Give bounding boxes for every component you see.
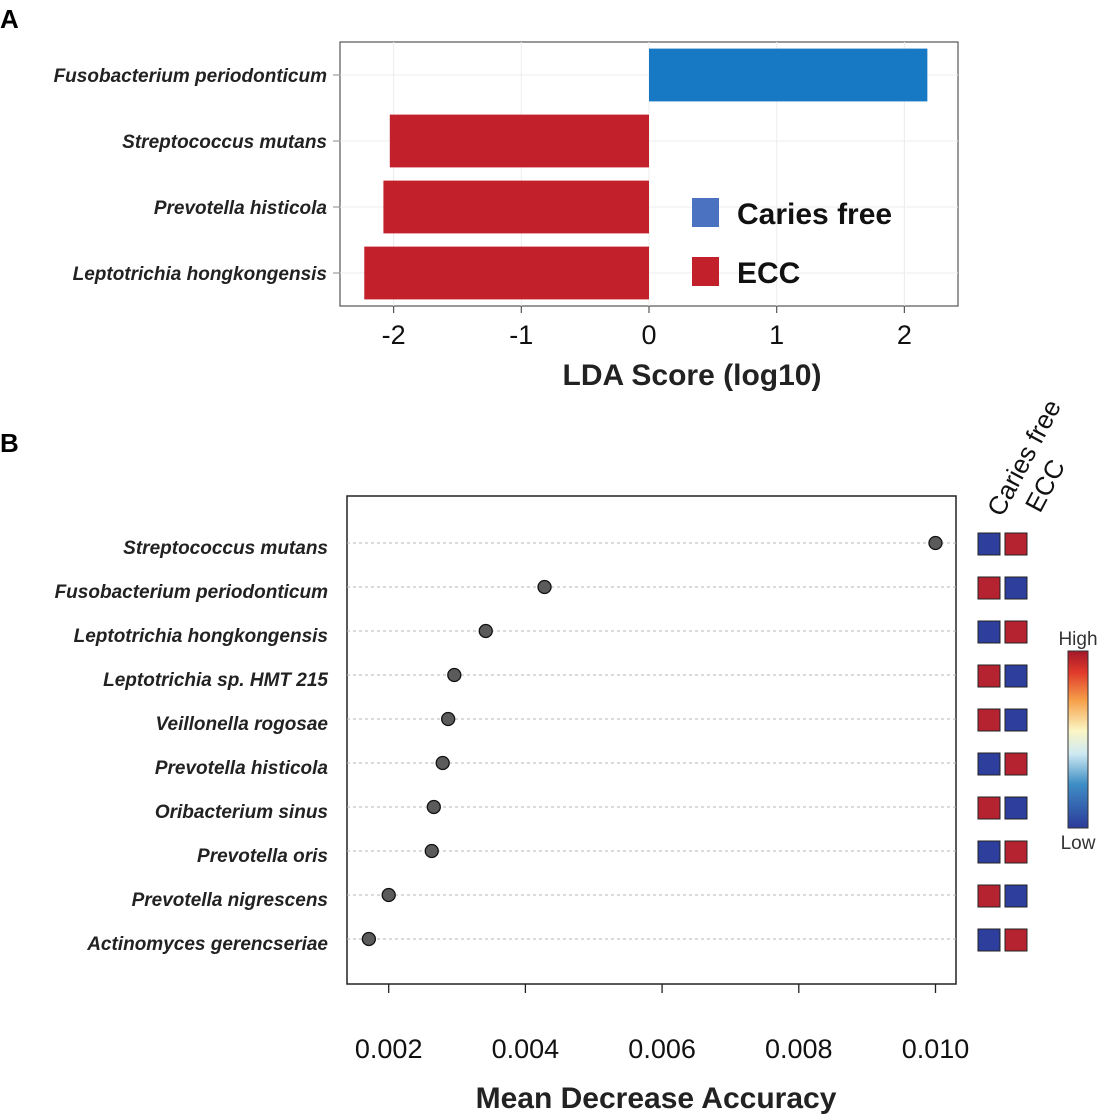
heatmap-cell-fusobacterium-periodonticum-ecc bbox=[1004, 576, 1028, 600]
panel-a-x-tick-label: 0 bbox=[641, 320, 656, 350]
panel-b-label: B bbox=[0, 428, 19, 458]
lda-bar-streptococcus-mutans bbox=[389, 114, 649, 168]
importance-point-prevotella-oris bbox=[424, 843, 439, 859]
panel-b-label-prevotella-oris: Prevotella oris bbox=[197, 846, 328, 867]
lda-bar-prevotella-histicola bbox=[383, 180, 649, 234]
heatmap-cell-prevotella-histicola-caries-free bbox=[977, 752, 1001, 776]
heatmap-cell-oribacterium-sinus-ecc bbox=[1004, 796, 1028, 820]
panel-b-label-streptococcus-mutans: Streptococcus mutans bbox=[123, 538, 328, 559]
heatmap-cell-leptotrichia-sp-hmt-215-caries-free bbox=[977, 664, 1001, 688]
panel-a-label-leptotrichia-hongkongensis: Leptotrichia hongkongensis bbox=[73, 264, 327, 285]
importance-point-leptotrichia-sp-hmt-215 bbox=[447, 667, 462, 683]
importance-point-streptococcus-mutans bbox=[928, 535, 943, 551]
lda-bar-fusobacterium-periodonticum bbox=[649, 48, 928, 102]
heatmap-cell-prevotella-oris-ecc bbox=[1004, 840, 1028, 864]
heatmap-cell-streptococcus-mutans-ecc bbox=[1004, 532, 1028, 556]
panel-b-x-tick-label: 0.002 bbox=[355, 1034, 423, 1064]
colorbar-low-label: Low bbox=[1061, 833, 1096, 854]
legend-swatch-ecc bbox=[692, 257, 719, 286]
panel-b-label-oribacterium-sinus: Oribacterium sinus bbox=[155, 802, 328, 823]
panel-a-x-tick-label: 1 bbox=[769, 320, 784, 350]
panel-b-x-axis-title: Mean Decrease Accuracy bbox=[476, 1082, 837, 1115]
heatmap-cell-leptotrichia-hongkongensis-caries-free bbox=[977, 620, 1001, 644]
panel-b-label-leptotrichia-hongkongensis: Leptotrichia hongkongensis bbox=[74, 626, 328, 647]
importance-point-fusobacterium-periodonticum bbox=[537, 579, 552, 595]
panel-b-category-labels: Streptococcus mutans Fusobacterium period… bbox=[55, 538, 329, 955]
panel-b-heatmap bbox=[977, 532, 1028, 952]
panel-b-label-leptotrichia-sp-hmt-215: Leptotrichia sp. HMT 215 bbox=[103, 670, 328, 691]
panel-b-label-veillonella-rogosae: Veillonella rogosae bbox=[156, 714, 329, 735]
importance-point-prevotella-nigrescens bbox=[381, 887, 396, 903]
heatmap-cell-fusobacterium-periodonticum-caries-free bbox=[977, 576, 1001, 600]
heatmap-cell-actinomyces-gerencseriae-caries-free bbox=[977, 928, 1001, 952]
importance-point-actinomyces-gerencseriae bbox=[361, 931, 377, 947]
heatmap-cell-streptococcus-mutans-caries-free bbox=[977, 532, 1001, 556]
heatmap-cell-actinomyces-gerencseriae-ecc bbox=[1004, 928, 1028, 952]
heatmap-cell-leptotrichia-sp-hmt-215-ecc bbox=[1004, 664, 1028, 688]
importance-point-prevotella-histicola bbox=[435, 755, 450, 771]
panel-a-label-fusobacterium-periodonticum: Fusobacterium periodonticum bbox=[54, 66, 328, 87]
panel-a-label-streptococcus-mutans: Streptococcus mutans bbox=[122, 132, 327, 153]
panel-b-label-fusobacterium-periodonticum: Fusobacterium periodonticum bbox=[55, 582, 329, 603]
heatmap-cell-prevotella-oris-caries-free bbox=[977, 840, 1001, 864]
legend-swatch-caries-free bbox=[692, 198, 719, 227]
panel-a-bars bbox=[364, 48, 928, 300]
panel-b-label-prevotella-histicola: Prevotella histicola bbox=[155, 758, 329, 779]
panel-b-plot-frame bbox=[346, 495, 957, 985]
importance-point-oribacterium-sinus bbox=[426, 799, 441, 815]
panel-a-category-labels: Fusobacterium periodonticum Streptococcus… bbox=[54, 66, 340, 285]
panel-b-x-tick-label: 0.006 bbox=[628, 1034, 696, 1064]
panel-a-legend: Caries free ECC bbox=[692, 198, 892, 290]
legend-label-ecc: ECC bbox=[737, 257, 800, 290]
legend-label-caries-free: Caries free bbox=[737, 198, 892, 231]
panel-a-label: A bbox=[0, 4, 19, 34]
heatmap-cell-veillonella-rogosae-ecc bbox=[1004, 708, 1028, 732]
colorbar-high-label: High bbox=[1058, 629, 1097, 650]
heatmap-cell-oribacterium-sinus-caries-free bbox=[977, 796, 1001, 820]
importance-point-veillonella-rogosae bbox=[441, 711, 456, 727]
panel-b-label-prevotella-nigrescens: Prevotella nigrescens bbox=[132, 890, 328, 911]
panel-a-label-prevotella-histicola: Prevotella histicola bbox=[154, 198, 328, 219]
lda-bar-leptotrichia-hongkongensis bbox=[364, 246, 649, 300]
importance-point-leptotrichia-hongkongensis bbox=[478, 623, 493, 639]
panel-b-x-tick-label: 0.010 bbox=[902, 1034, 970, 1064]
heatmap-cell-veillonella-rogosae-caries-free bbox=[977, 708, 1001, 732]
panel-a-x-tick-label: 2 bbox=[897, 320, 912, 350]
panel-b-x-tick-label: 0.008 bbox=[765, 1034, 833, 1064]
heatmap-cell-leptotrichia-hongkongensis-ecc bbox=[1004, 620, 1028, 644]
heatmap-cell-prevotella-nigrescens-caries-free bbox=[977, 884, 1001, 908]
colorbar-gradient bbox=[1067, 650, 1089, 829]
panel-a-x-axis-title: LDA Score (log10) bbox=[563, 359, 822, 392]
panel-a-x-ticks: -2 -1 0 1 2 bbox=[382, 306, 912, 350]
panel-b-importance-chart: Streptococcus mutans Fusobacterium period… bbox=[55, 394, 1097, 1115]
panel-b-points bbox=[361, 535, 943, 947]
panel-b-x-tick-label: 0.004 bbox=[492, 1034, 560, 1064]
panel-b-label-actinomyces-gerencseriae: Actinomyces gerencseriae bbox=[86, 934, 328, 955]
heatmap-colorbar: High Low bbox=[1058, 629, 1097, 854]
panel-a-x-tick-label: -2 bbox=[382, 320, 406, 350]
heatmap-cell-prevotella-histicola-ecc bbox=[1004, 752, 1028, 776]
panel-a-x-tick-label: -1 bbox=[509, 320, 533, 350]
panel-a-lda-chart: Fusobacterium periodonticum Streptococcus… bbox=[54, 41, 959, 392]
panel-b-x-ticks: 0.002 0.004 0.006 0.008 0.010 bbox=[355, 1034, 969, 1064]
heatmap-cell-prevotella-nigrescens-ecc bbox=[1004, 884, 1028, 908]
panel-b-grid bbox=[347, 542, 956, 993]
